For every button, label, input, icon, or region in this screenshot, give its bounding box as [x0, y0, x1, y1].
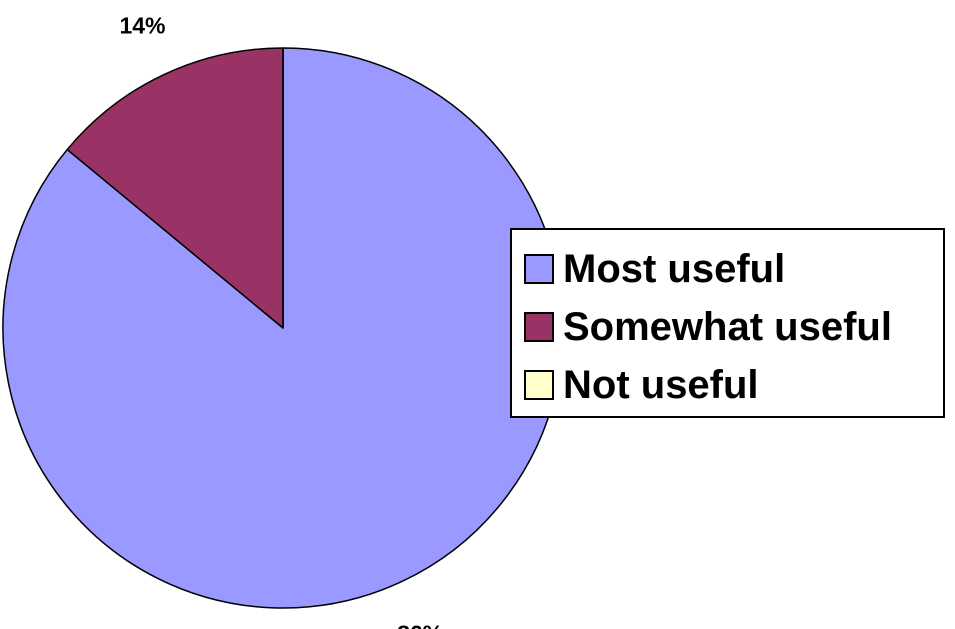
legend-item-most-useful: Most useful	[524, 240, 943, 298]
legend-swatch-most-useful	[524, 254, 554, 284]
pie-data-labels: 86% 14% 0%	[119, 0, 443, 629]
pie-slice-most-useful	[2, 47, 564, 609]
legend-label-most-useful: Most useful	[563, 247, 786, 291]
data-label-most-useful: 86%	[397, 620, 443, 629]
legend-swatch-somewhat-useful	[524, 312, 554, 342]
pie-slices	[2, 47, 564, 609]
legend-label-somewhat-useful: Somewhat useful	[563, 305, 892, 349]
legend-swatch-not-useful	[524, 370, 554, 400]
data-label-not-useful: 0%	[266, 0, 299, 5]
legend-item-somewhat-useful: Somewhat useful	[524, 298, 943, 356]
data-label-somewhat-useful: 14%	[119, 12, 165, 38]
legend-item-not-useful: Not useful	[524, 356, 943, 414]
legend: Most useful Somewhat useful Not useful	[510, 228, 945, 418]
pie-slice-somewhat-useful	[66, 47, 284, 329]
legend-label-not-useful: Not useful	[563, 363, 759, 407]
